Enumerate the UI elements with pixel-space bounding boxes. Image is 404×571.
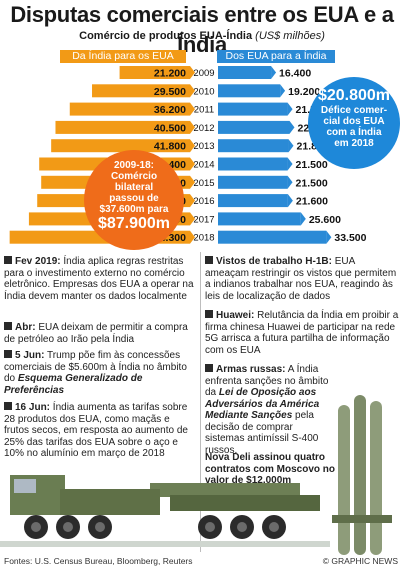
contracts-highlight: Nova Deli assinou quatro contratos com M… — [205, 452, 336, 486]
bullet-square-icon — [4, 256, 12, 264]
bar-us-to-india — [218, 66, 272, 79]
bar-arrow-tip — [271, 66, 277, 79]
bar-us-to-india — [218, 139, 289, 153]
bar-arrow-tip — [326, 230, 332, 244]
subtitle-unit: (US$ milhões) — [255, 30, 325, 42]
year-label: 2011 — [194, 105, 214, 116]
value-label-us-to-india: 33.500 — [334, 232, 366, 244]
page-title: Disputas comerciais entre os EUA e a Índ… — [10, 2, 394, 57]
legend-us-to-india: Dos EUA para a Índia — [217, 50, 335, 63]
credit: © GRAPHIC NEWS — [322, 556, 398, 566]
deficit-line-2: cial dos EUA — [323, 116, 385, 127]
bar-arrow-tip — [190, 66, 195, 79]
year-label: 2009 — [193, 68, 214, 79]
bar-arrow-tip — [190, 230, 195, 244]
bullet-square-icon — [205, 256, 213, 264]
bullet-square-icon — [4, 402, 12, 410]
value-label-us-to-india: 21.500 — [296, 177, 328, 189]
value-label-us-to-india: 21.600 — [296, 196, 328, 208]
year-label: 2015 — [193, 178, 214, 189]
bar-arrow-tip — [190, 139, 195, 153]
bar-india-to-us — [55, 120, 190, 134]
subtitle-main: Comércio de produtos EUA-Índia — [79, 30, 253, 42]
bar-arrow-tip — [190, 120, 195, 134]
value-label-india-to-us: 21.200 — [154, 68, 186, 80]
bar-arrow-tip — [190, 102, 195, 116]
year-label: 2013 — [193, 141, 214, 152]
bar-us-to-india — [218, 84, 281, 98]
note-feb-2019: Fev 2019: Índia aplica regras restritas … — [4, 256, 194, 302]
bar-us-to-india — [218, 212, 301, 226]
bar-arrow-tip — [287, 175, 293, 189]
bar-arrow-tip — [287, 157, 293, 171]
bar-arrow-tip — [288, 139, 294, 153]
bilateral-line-5: $37.600m para — [99, 204, 169, 215]
value-label-us-to-india: 16.400 — [279, 68, 311, 80]
value-label-india-to-us: 36.200 — [154, 104, 186, 116]
deficit-line-4: em 2018 — [334, 138, 374, 149]
value-label-india-to-us: 41.800 — [154, 141, 186, 153]
note-16-jun: 16 Jun: Índia aumenta as tarifas sobre 2… — [4, 402, 188, 459]
year-label: 2018 — [193, 233, 214, 244]
bar-us-to-india — [218, 175, 288, 189]
note-h1b: Vistos de trabalho H-1B: EUA ameaçam res… — [205, 256, 397, 302]
bilateral-line-2: Comércio — [110, 171, 158, 182]
bar-us-to-india — [218, 120, 290, 134]
deficit-value: $20.800m — [317, 87, 391, 104]
year-label: 2017 — [193, 214, 214, 225]
value-label-us-to-india: 25.600 — [309, 214, 341, 226]
bar-arrow-tip — [190, 175, 195, 189]
bar-arrow-tip — [190, 84, 195, 98]
bar-arrow-tip — [289, 120, 295, 134]
bilateral-line-4: passou de — [109, 193, 159, 204]
deficit-line-1: Déficе comer- — [320, 105, 388, 116]
year-label: 2016 — [193, 196, 214, 207]
chart-subtitle: Comércio de produtos EUA-Índia (US$ milh… — [0, 30, 404, 42]
bullet-square-icon — [4, 350, 12, 358]
value-label-india-to-us: 29.500 — [154, 86, 186, 98]
bar-arrow-tip — [287, 194, 293, 208]
year-label: 2014 — [193, 160, 214, 171]
bilateral-line-1: 2009-18: — [113, 160, 155, 171]
bullet-square-icon — [205, 364, 213, 372]
year-label: 2012 — [193, 123, 214, 134]
bullet-square-icon — [4, 322, 12, 330]
bar-india-to-us — [51, 139, 190, 153]
column-divider — [200, 252, 201, 552]
bar-india-to-us — [69, 102, 190, 116]
bar-arrow-tip — [280, 84, 286, 98]
note-russian-arms: Armas russas: A Índia enfrenta sanções n… — [205, 364, 329, 456]
bar-us-to-india — [218, 157, 288, 171]
value-label-us-to-india: 21.500 — [296, 159, 328, 171]
bar-arrow-tip — [300, 212, 306, 226]
bar-arrow-tip — [190, 212, 195, 226]
bilateral-callout: 2009-18: Comércio bilateral passou de $3… — [84, 150, 184, 250]
bilateral-line-3: bilateral — [114, 182, 154, 193]
legend-india-to-us: Da Índia para os EUA — [60, 50, 186, 63]
note-5-jun: 5 Jun: Trump põe fim às concessões comer… — [4, 350, 187, 396]
value-label-india-to-us: 40.500 — [154, 122, 186, 134]
note-huawei: Huawei: Relutância da Índia em proibir a… — [205, 310, 399, 356]
note-abr: Abr: EUA deixam de permitir a compra de … — [4, 322, 188, 345]
sources: Fontes: U.S. Census Bureau, Bloomberg, R… — [4, 556, 193, 566]
year-label: 2010 — [193, 86, 214, 97]
missile-tubes-illustration — [332, 395, 392, 555]
bar-india-to-us — [119, 66, 190, 79]
bullet-square-icon — [205, 310, 213, 318]
bar-us-to-india — [218, 230, 327, 244]
bar-india-to-us — [92, 84, 190, 98]
bar-us-to-india — [218, 102, 288, 116]
deficit-line-3: com a Índia — [326, 127, 382, 138]
bar-arrow-tip — [190, 194, 195, 208]
s400-truck-illustration — [0, 475, 330, 547]
bar-arrow-tip — [287, 102, 293, 116]
bar-us-to-india — [218, 194, 288, 208]
bar-arrow-tip — [190, 157, 195, 171]
deficit-callout: $20.800m Déficе comer- cial dos EUA com … — [308, 77, 400, 169]
bilateral-value: $87.900m — [97, 215, 171, 232]
value-label-us-to-india: 19.200 — [288, 86, 320, 98]
